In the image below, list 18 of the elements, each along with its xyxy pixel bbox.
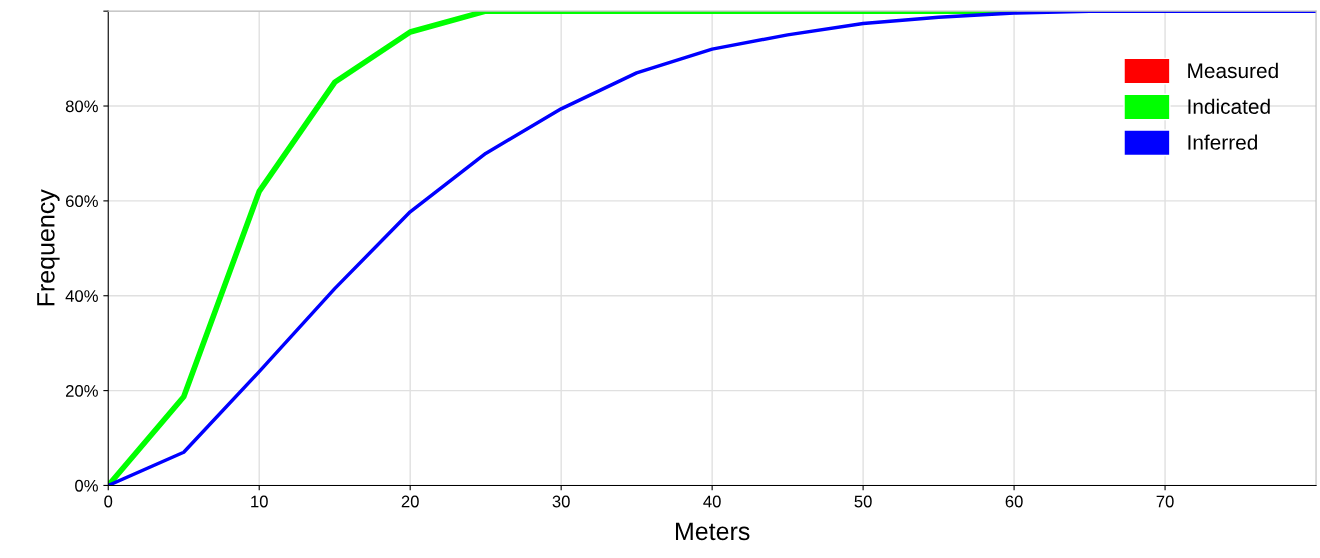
x-tick-label: 50 bbox=[854, 495, 872, 508]
x-tick-label: 70 bbox=[1156, 495, 1174, 508]
x-axis-title: Meters bbox=[675, 522, 750, 541]
y-tick-label: 60% bbox=[66, 195, 98, 208]
x-tick-label: 10 bbox=[251, 495, 268, 508]
y-tick-label: 40% bbox=[65, 290, 98, 302]
x-tick-label: 30 bbox=[552, 495, 570, 508]
y-axis-title: Frequency bbox=[37, 189, 60, 306]
legend-label: Inferred bbox=[1188, 134, 1257, 150]
x-tick-label: 20 bbox=[401, 495, 419, 508]
y-tick-label: 20% bbox=[66, 385, 98, 397]
y-tick-label: 0% bbox=[75, 479, 98, 492]
x-tick-label: 60 bbox=[1005, 495, 1023, 508]
y-tick-label: 80% bbox=[65, 100, 98, 113]
legend-label: Indicated bbox=[1188, 98, 1270, 114]
legend-label: Measured bbox=[1188, 62, 1278, 79]
x-tick-label: 0 bbox=[104, 495, 113, 508]
x-tick-label: 40 bbox=[703, 495, 721, 508]
